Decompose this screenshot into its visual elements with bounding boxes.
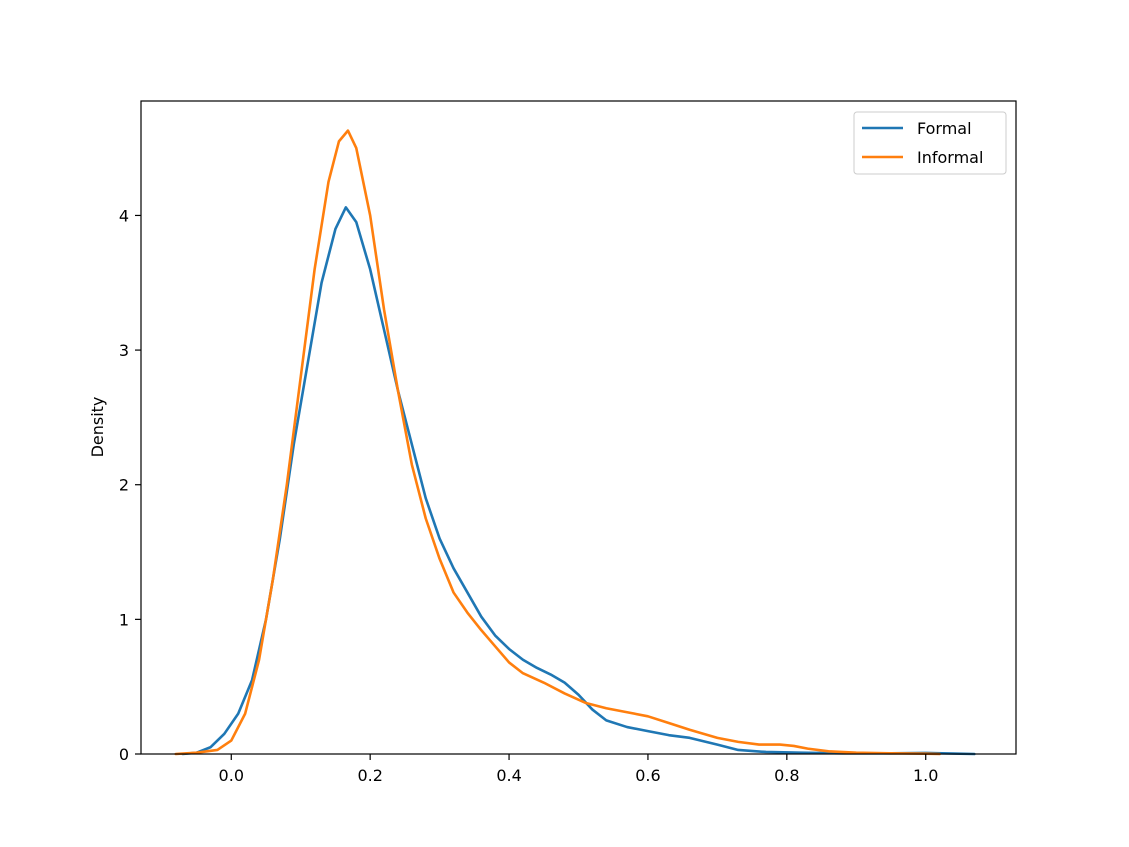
legend: Formal Informal xyxy=(853,111,1007,175)
y-axis: 0 1 2 3 4 xyxy=(119,206,141,764)
plot-frame xyxy=(140,100,1017,755)
y-tick-label: 0 xyxy=(119,745,129,764)
legend-label-informal: Informal xyxy=(917,148,983,167)
x-tick-label: 0.4 xyxy=(496,766,521,785)
x-tick-label: 1.0 xyxy=(913,766,938,785)
x-tick-label: 0.8 xyxy=(774,766,799,785)
series-layer xyxy=(174,129,976,756)
x-tick-label: 0.2 xyxy=(357,766,382,785)
x-tick-label: 0.6 xyxy=(635,766,660,785)
legend-label-formal: Formal xyxy=(917,119,972,138)
series-line-informal xyxy=(174,129,941,756)
y-tick-label: 1 xyxy=(119,610,129,629)
x-axis: 0.0 0.2 0.4 0.6 0.8 1.0 xyxy=(219,754,938,785)
x-tick-label: 0.0 xyxy=(219,766,244,785)
plot-area xyxy=(141,101,1016,754)
y-tick-label: 3 xyxy=(119,341,129,360)
y-tick-label: 2 xyxy=(119,476,129,495)
y-tick-label: 4 xyxy=(119,206,129,225)
y-axis-label: Density xyxy=(88,397,107,458)
